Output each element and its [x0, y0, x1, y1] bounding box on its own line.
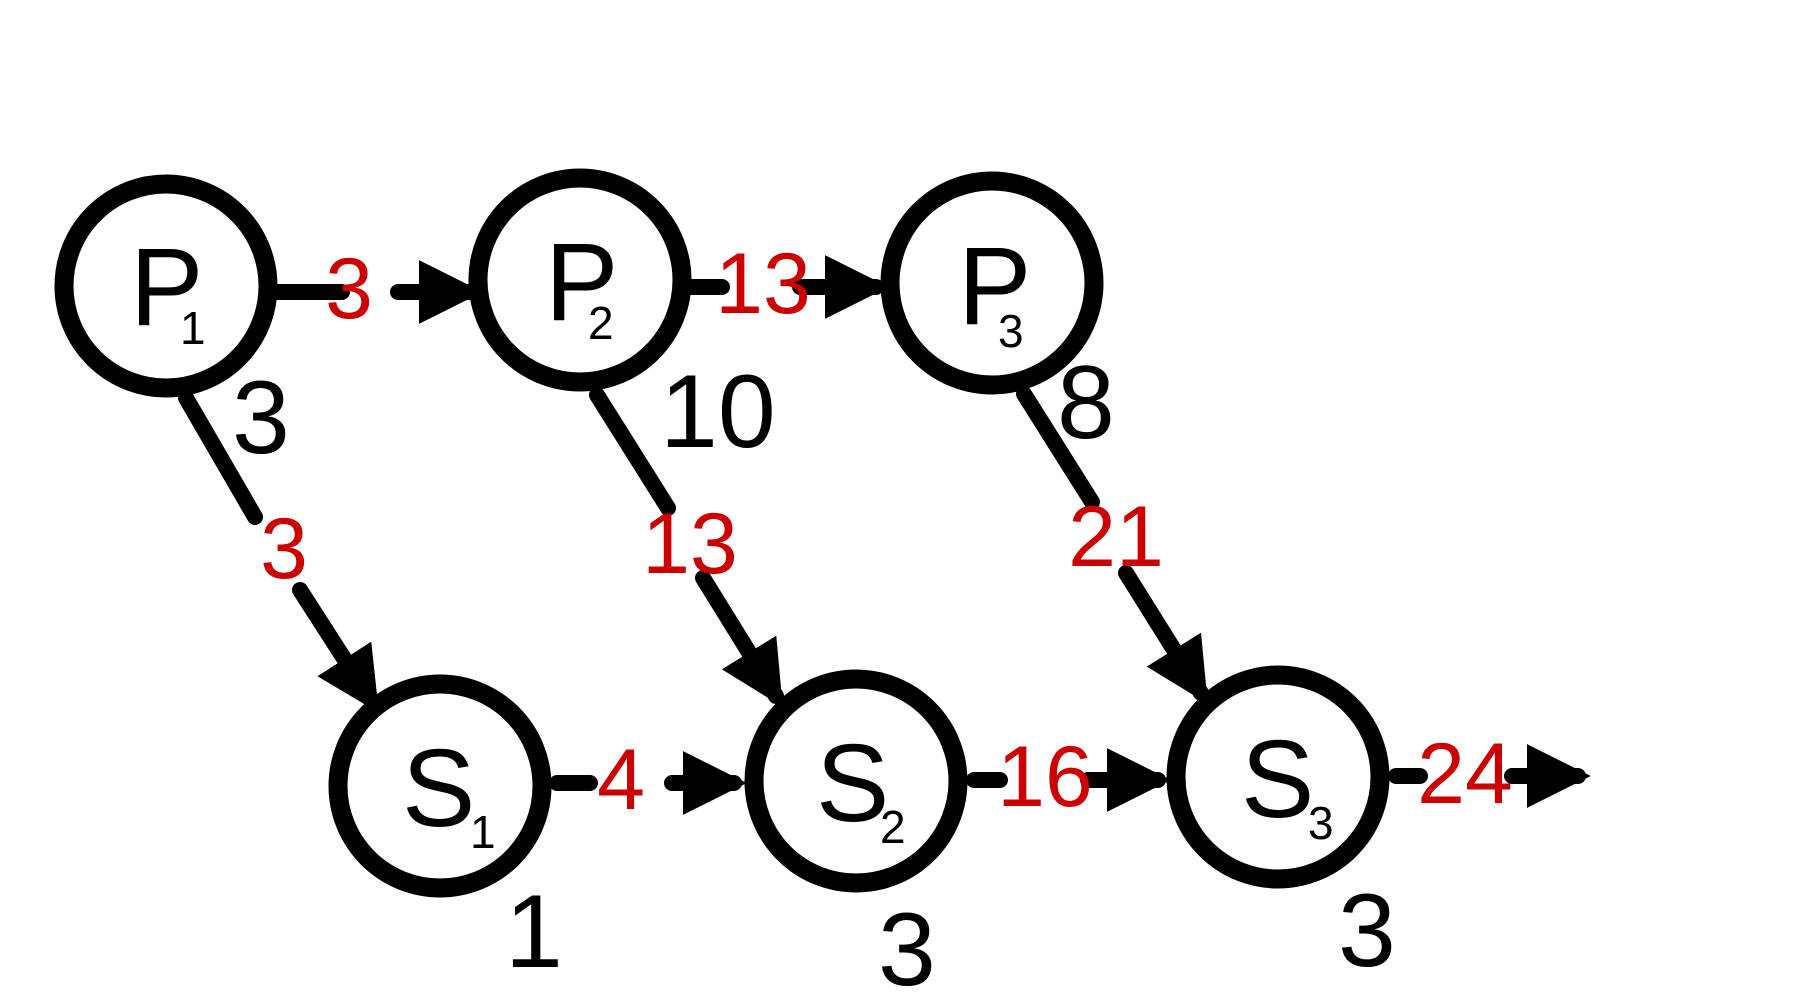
duration-s2: 3 [878, 892, 936, 1000]
node-label: S [402, 727, 475, 850]
duration-p3: 8 [1057, 345, 1115, 461]
node-label: P [958, 225, 1031, 348]
node-circle [328, 674, 552, 898]
duration-s3: 3 [1338, 873, 1396, 989]
edge-p3-s3: 21 [1016, 386, 1209, 704]
edge-s2-s3: 16 [966, 729, 1171, 825]
edge-p1-p2: 3 [270, 241, 483, 337]
node-circle [1166, 665, 1390, 889]
node-circle [54, 174, 278, 398]
edge-label-p1-p2: 3 [325, 241, 373, 337]
node-subscript: 1 [470, 806, 496, 858]
node-subscript: 3 [998, 305, 1024, 357]
edge-p1-s1: 3 [178, 390, 380, 713]
duration-p1: 3 [232, 360, 290, 476]
node-s3: S 3 [1166, 665, 1390, 889]
node-p3: P 3 [880, 171, 1104, 395]
duration-p2: 10 [660, 354, 776, 470]
edge-s1-s2: 4 [549, 732, 747, 828]
edge-p2-p3: 13 [684, 236, 889, 332]
edge-p2-s2: 13 [589, 387, 784, 707]
edge-label-s1-s2: 4 [597, 732, 645, 828]
node-subscript: 2 [588, 297, 614, 349]
edge-label-p2-p3: 13 [715, 236, 811, 332]
edge-label-s3-out: 24 [1417, 726, 1513, 822]
node-circle [880, 171, 1104, 395]
node-s1: S 1 [328, 674, 552, 898]
node-label: S [816, 722, 889, 845]
node-label: P [130, 226, 203, 349]
edge-s3-out: 24 [1388, 726, 1591, 822]
node-s2: S 2 [744, 669, 968, 893]
edge-label-p1-s1: 3 [260, 501, 308, 597]
node-label: P [545, 221, 618, 344]
edge-label-s2-s3: 16 [997, 729, 1093, 825]
node-circle [744, 669, 968, 893]
node-circle [468, 168, 692, 392]
edge-label-p3-s3: 21 [1068, 489, 1164, 585]
edge-label-p2-s2: 13 [642, 496, 738, 592]
node-p1: P 1 [54, 174, 278, 398]
duration-s1: 1 [505, 874, 563, 990]
node-label: S [1241, 718, 1314, 841]
node-p2: P 2 [468, 168, 692, 392]
node-subscript: 3 [1308, 797, 1334, 849]
node-subscript: 1 [180, 302, 206, 354]
node-subscript: 2 [880, 801, 906, 853]
